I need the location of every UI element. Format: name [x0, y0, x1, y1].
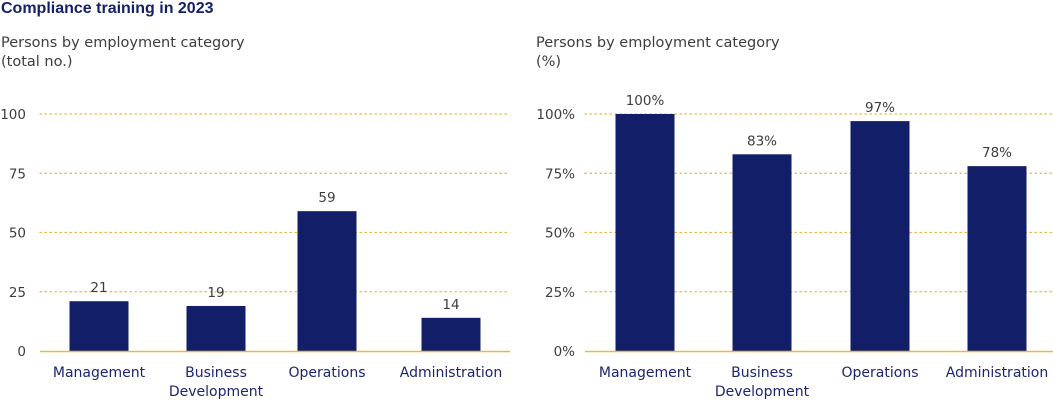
right-category-label: Management — [599, 365, 692, 381]
left-bar-value-label: 21 — [90, 280, 107, 296]
right-y-tick-label: 100% — [536, 107, 575, 123]
left-bar-value-label: 59 — [318, 190, 335, 206]
right-chart-subtitle-line2: (%) — [536, 54, 562, 70]
right-y-tick-label: 0% — [554, 344, 576, 360]
right-category-label: Operations — [842, 365, 919, 381]
right-bar — [850, 121, 910, 351]
left-category-label: Management — [53, 365, 146, 381]
left-y-tick-label: 100 — [0, 107, 26, 123]
right-bar-value-label: 97% — [865, 100, 895, 116]
left-chart-subtitle-line2: (total no.) — [1, 54, 73, 70]
right-category-label: Administration — [946, 365, 1048, 381]
left-bar — [421, 317, 481, 351]
right-bar — [732, 154, 792, 351]
left-category-label: Operations — [289, 365, 366, 381]
left-y-tick-label: 25 — [9, 285, 26, 301]
left-bar — [69, 301, 129, 351]
left-bar-value-label: 14 — [442, 297, 459, 313]
right-bar-value-label: 83% — [747, 133, 777, 149]
left-category-label: Business Development — [169, 365, 264, 400]
left-chart-subtitle-line1: Persons by employment category — [1, 35, 245, 51]
left-chart-subtitle: Persons by employment category (total no… — [1, 34, 245, 72]
left-y-tick-label: 50 — [9, 226, 26, 242]
right-bar — [967, 166, 1027, 351]
left-bar — [297, 211, 357, 351]
right-y-tick-label: 75% — [545, 166, 575, 182]
left-y-tick-label: 75 — [9, 166, 26, 182]
right-bar-value-label: 100% — [626, 93, 665, 109]
right-chart-subtitle-line1: Persons by employment category — [536, 35, 780, 51]
left-bar — [186, 305, 246, 351]
right-y-tick-label: 50% — [545, 226, 575, 242]
right-category-label: Business Development — [715, 365, 810, 400]
left-category-label: Administration — [400, 365, 502, 381]
right-y-tick-label: 25% — [545, 285, 575, 301]
left-y-tick-label: 0 — [17, 344, 26, 360]
left-bar-value-label: 19 — [207, 285, 224, 301]
right-bar-value-label: 78% — [982, 145, 1012, 161]
page-title: Compliance training in 2023 — [1, 0, 214, 17]
right-chart-subtitle: Persons by employment category (%) — [536, 34, 780, 72]
right-bar — [615, 114, 675, 351]
